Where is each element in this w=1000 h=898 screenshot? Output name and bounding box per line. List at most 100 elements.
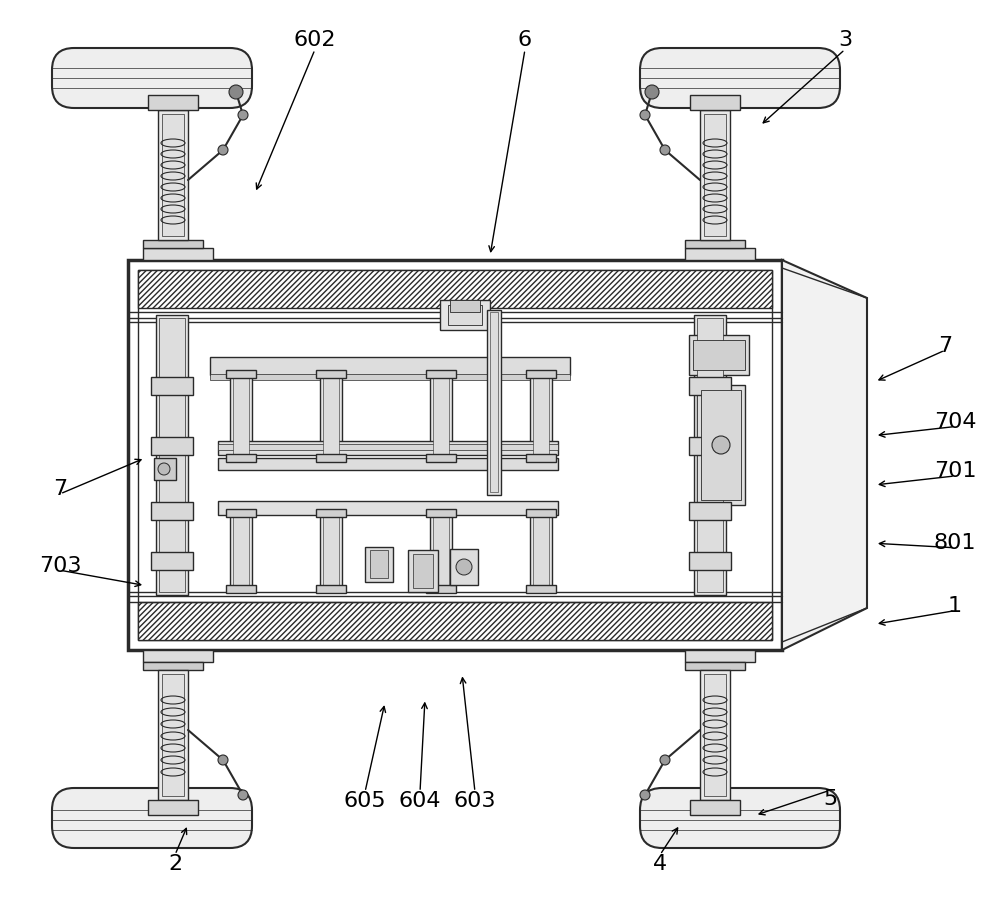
Bar — [487, 310, 501, 495]
Circle shape — [660, 145, 670, 155]
Bar — [138, 270, 772, 640]
Bar — [138, 602, 772, 640]
Bar — [210, 357, 570, 375]
Bar — [704, 674, 726, 796]
Bar — [316, 585, 346, 593]
Bar — [230, 515, 252, 590]
Text: 1: 1 — [948, 596, 962, 616]
Bar — [533, 517, 549, 587]
Bar — [320, 375, 342, 460]
Bar — [450, 300, 480, 312]
Bar — [526, 509, 556, 517]
Bar — [526, 454, 556, 462]
Bar — [162, 674, 184, 796]
Circle shape — [712, 436, 730, 454]
Bar — [230, 375, 252, 460]
Bar — [370, 550, 388, 578]
Circle shape — [456, 559, 472, 575]
FancyBboxPatch shape — [52, 788, 252, 848]
Text: 7: 7 — [938, 336, 952, 356]
Bar — [226, 585, 256, 593]
Bar — [690, 800, 740, 815]
Bar — [526, 370, 556, 378]
Bar — [426, 370, 456, 378]
FancyBboxPatch shape — [52, 48, 252, 108]
Text: 703: 703 — [39, 556, 81, 576]
Bar — [151, 552, 193, 570]
Bar — [158, 110, 188, 240]
Bar — [316, 370, 346, 378]
Bar — [685, 650, 755, 662]
Text: 604: 604 — [399, 791, 441, 811]
Bar — [433, 517, 449, 587]
Bar — [148, 800, 198, 815]
Bar — [533, 378, 549, 456]
Bar — [143, 650, 213, 662]
Bar — [138, 308, 772, 602]
Text: 801: 801 — [934, 533, 976, 553]
Bar — [490, 312, 498, 492]
Bar — [408, 550, 438, 592]
Bar — [426, 585, 456, 593]
Circle shape — [640, 110, 650, 120]
FancyBboxPatch shape — [640, 788, 840, 848]
Bar — [226, 370, 256, 378]
Bar — [526, 585, 556, 593]
Bar — [156, 315, 188, 595]
Text: 603: 603 — [454, 791, 496, 811]
Bar — [148, 95, 198, 110]
Bar — [689, 335, 749, 375]
Text: 6: 6 — [518, 31, 532, 50]
Bar — [433, 378, 449, 456]
Bar — [154, 458, 176, 480]
Bar — [218, 444, 558, 450]
Bar — [689, 437, 731, 455]
Bar — [143, 662, 203, 670]
Bar — [700, 110, 730, 240]
Text: 605: 605 — [344, 791, 386, 811]
Text: 7: 7 — [53, 480, 67, 499]
Circle shape — [218, 145, 228, 155]
Bar — [685, 248, 755, 260]
Polygon shape — [782, 260, 867, 650]
Bar — [162, 114, 184, 236]
FancyBboxPatch shape — [640, 48, 840, 108]
Text: 2: 2 — [168, 854, 182, 874]
Circle shape — [238, 110, 248, 120]
Bar — [128, 260, 782, 650]
Bar — [693, 340, 745, 370]
Circle shape — [645, 85, 659, 99]
Bar — [218, 458, 558, 470]
Bar — [151, 437, 193, 455]
Bar — [426, 509, 456, 517]
Bar — [151, 502, 193, 520]
Text: 602: 602 — [294, 31, 336, 50]
Bar — [530, 515, 552, 590]
Bar — [320, 515, 342, 590]
Bar — [158, 670, 188, 800]
Bar — [143, 248, 213, 260]
Bar — [218, 441, 558, 455]
Text: 5: 5 — [823, 789, 837, 809]
Bar — [426, 454, 456, 462]
Bar — [689, 552, 731, 570]
Bar — [701, 390, 741, 500]
Bar — [697, 385, 745, 505]
Bar — [323, 378, 339, 456]
Bar — [233, 517, 249, 587]
Circle shape — [238, 790, 248, 800]
Text: 3: 3 — [838, 31, 852, 50]
Bar — [440, 300, 490, 330]
Bar — [689, 377, 731, 395]
Circle shape — [229, 85, 243, 99]
Bar — [138, 270, 772, 308]
Circle shape — [158, 463, 170, 475]
Bar — [226, 454, 256, 462]
Bar — [316, 509, 346, 517]
Bar — [448, 305, 482, 325]
Text: 701: 701 — [934, 462, 976, 481]
Bar — [323, 517, 339, 587]
Bar — [151, 377, 193, 395]
Bar — [226, 509, 256, 517]
Text: 4: 4 — [653, 854, 667, 874]
